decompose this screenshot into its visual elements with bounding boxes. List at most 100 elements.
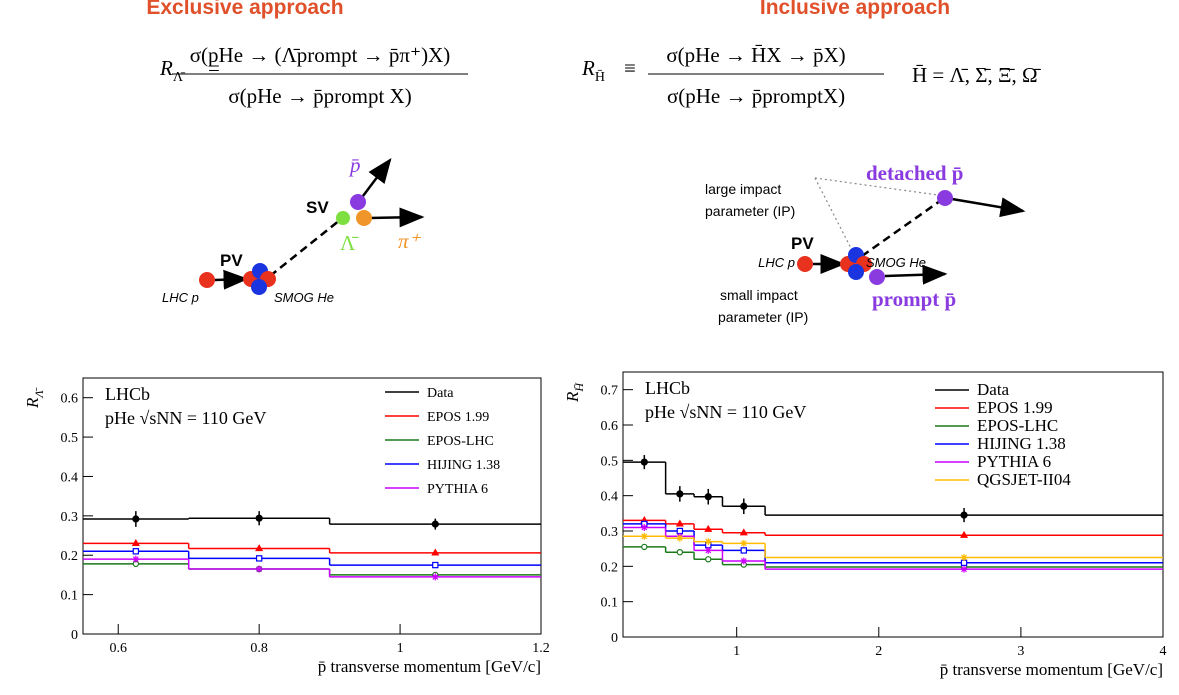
x-tick-label: 3 xyxy=(1017,644,1024,659)
lhs-sub: Λ̄ xyxy=(173,70,186,85)
marker xyxy=(132,515,140,523)
lambda-label: Λ̄ xyxy=(340,231,359,255)
y-label-sub: Λ̄ xyxy=(32,387,46,398)
marker xyxy=(740,557,748,565)
y-tick-label: 0.7 xyxy=(601,384,619,399)
marker xyxy=(431,548,440,556)
marker xyxy=(640,458,648,466)
lhs: R xyxy=(159,56,173,80)
y-axis-label: RH̄ xyxy=(563,382,586,403)
y-tick-label: 0.5 xyxy=(601,454,619,469)
annotation: LHCb xyxy=(645,378,690,398)
marker xyxy=(704,493,712,501)
plot-frame xyxy=(622,371,1164,638)
large-ip-label: parameter (IP) xyxy=(705,203,795,219)
marker xyxy=(640,523,648,531)
marker xyxy=(740,502,748,510)
marker xyxy=(676,534,684,542)
pv-label: PV xyxy=(791,234,814,253)
legend-label: EPOS-LHC xyxy=(427,434,494,449)
marker xyxy=(704,538,712,546)
legend-label: HIJING 1.38 xyxy=(977,434,1066,453)
y-tick-label: 0.2 xyxy=(61,549,79,564)
relation: = xyxy=(208,56,220,80)
marker xyxy=(132,548,140,555)
legend-label: EPOS 1.99 xyxy=(427,410,489,425)
legend-label: PYTHIA 6 xyxy=(427,482,488,497)
y-tick-label: 0.5 xyxy=(61,431,79,446)
marker xyxy=(641,543,648,551)
y-tick-label: 0.1 xyxy=(601,596,619,611)
legend-label: Data xyxy=(977,380,1010,399)
y-tick-label: 0.4 xyxy=(601,490,619,505)
extra: H̄ = Λ̄, Σ̄, Ξ̄, Ω̄ xyxy=(912,63,1042,87)
large-ip-label: large impact xyxy=(705,181,781,197)
target-label: SMOG He xyxy=(866,255,926,270)
y-tick-label: 0 xyxy=(71,628,78,643)
pv-label: PV xyxy=(220,251,243,270)
x-axis-label: p̄ transverse momentum [GeV/c] xyxy=(940,660,1163,679)
chart: 1 2 3 4 0 0.1 0.2 0.3 0.4 0.5 0.6 0.7 p̄ transverse … xyxy=(563,371,1167,679)
marker xyxy=(432,561,439,569)
inclusive-diagram: detached p̄ large impact parameter (IP) … xyxy=(705,161,1026,325)
marker xyxy=(675,519,684,527)
x-tick-label: 4 xyxy=(1160,644,1167,659)
x-tick-label: 1 xyxy=(733,644,740,659)
y-axis-label: RΛ̄ xyxy=(23,387,46,409)
marker xyxy=(255,544,264,552)
legend-label: EPOS-LHC xyxy=(977,416,1058,435)
x-tick-label: 2 xyxy=(875,644,882,659)
x-tick-label: 1.2 xyxy=(532,641,550,656)
marker xyxy=(704,524,713,532)
y-tick-label: 0.4 xyxy=(61,470,79,485)
sv-label: SV xyxy=(306,198,329,217)
marker xyxy=(960,530,969,538)
beam-label: LHC p xyxy=(758,255,795,270)
beam-label: LHC p xyxy=(162,290,199,305)
annotation: pHe √sNN = 110 GeV xyxy=(645,402,806,422)
lhs: R xyxy=(581,56,595,80)
marker xyxy=(705,556,712,563)
legend-label: QGSJET-II04 xyxy=(977,470,1071,489)
marker xyxy=(131,539,140,547)
x-tick-label: 0.6 xyxy=(109,641,127,656)
relation: ≡ xyxy=(624,56,636,80)
marker xyxy=(255,555,263,562)
denominator: σ(pHe → p̄prompt X) xyxy=(228,84,411,108)
pbar-label: p̄ xyxy=(348,153,361,177)
marker xyxy=(739,528,748,536)
denominator: σ(pHe → p̄promptX) xyxy=(667,84,845,108)
target-label: SMOG He xyxy=(274,290,334,305)
marker xyxy=(740,547,747,554)
y-label-main: R xyxy=(23,397,42,409)
marker xyxy=(255,565,263,573)
formula-lhs: RH̄ xyxy=(581,56,605,85)
marker xyxy=(676,549,684,556)
legend-label: Data xyxy=(427,386,454,401)
left-title: Exclusive approach xyxy=(146,0,343,19)
y-tick-label: 0.1 xyxy=(61,589,79,604)
y-tick-label: 0.2 xyxy=(601,560,619,575)
numerator: σ(pHe → H̄X → p̄X) xyxy=(666,43,845,67)
y-tick-label: 0.3 xyxy=(61,510,79,525)
y-label-sub: H̄ xyxy=(572,382,586,393)
x-tick-label: 1 xyxy=(397,641,404,656)
marker xyxy=(960,511,968,519)
plot-frame xyxy=(82,377,542,635)
marker xyxy=(132,555,140,563)
annotation: pHe √sNN = 110 GeV xyxy=(105,408,266,428)
y-tick-label: 0.3 xyxy=(601,525,619,540)
prompt-label: prompt p̄ xyxy=(872,287,956,311)
y-tick-label: 0.6 xyxy=(61,392,79,407)
formula-lhs: RΛ̄ xyxy=(159,56,186,85)
x-tick-label: 0.8 xyxy=(250,641,268,656)
lhs-sub: H̄ xyxy=(595,69,605,85)
small-ip-label: small impact xyxy=(720,287,798,303)
y-label-main: R xyxy=(563,391,582,403)
exclusive-diagram: p̄ SV Λ̄ π⁺ PV LHC p SMOG He xyxy=(162,153,425,305)
detached-label: detached p̄ xyxy=(866,161,963,185)
legend-label: HIJING 1.38 xyxy=(427,458,500,473)
marker xyxy=(704,546,712,554)
chart: 0.6 0.8 1 1.2 0 0.1 0.2 0.3 0.4 0.5 0.6 p̄ transver… xyxy=(23,377,550,676)
